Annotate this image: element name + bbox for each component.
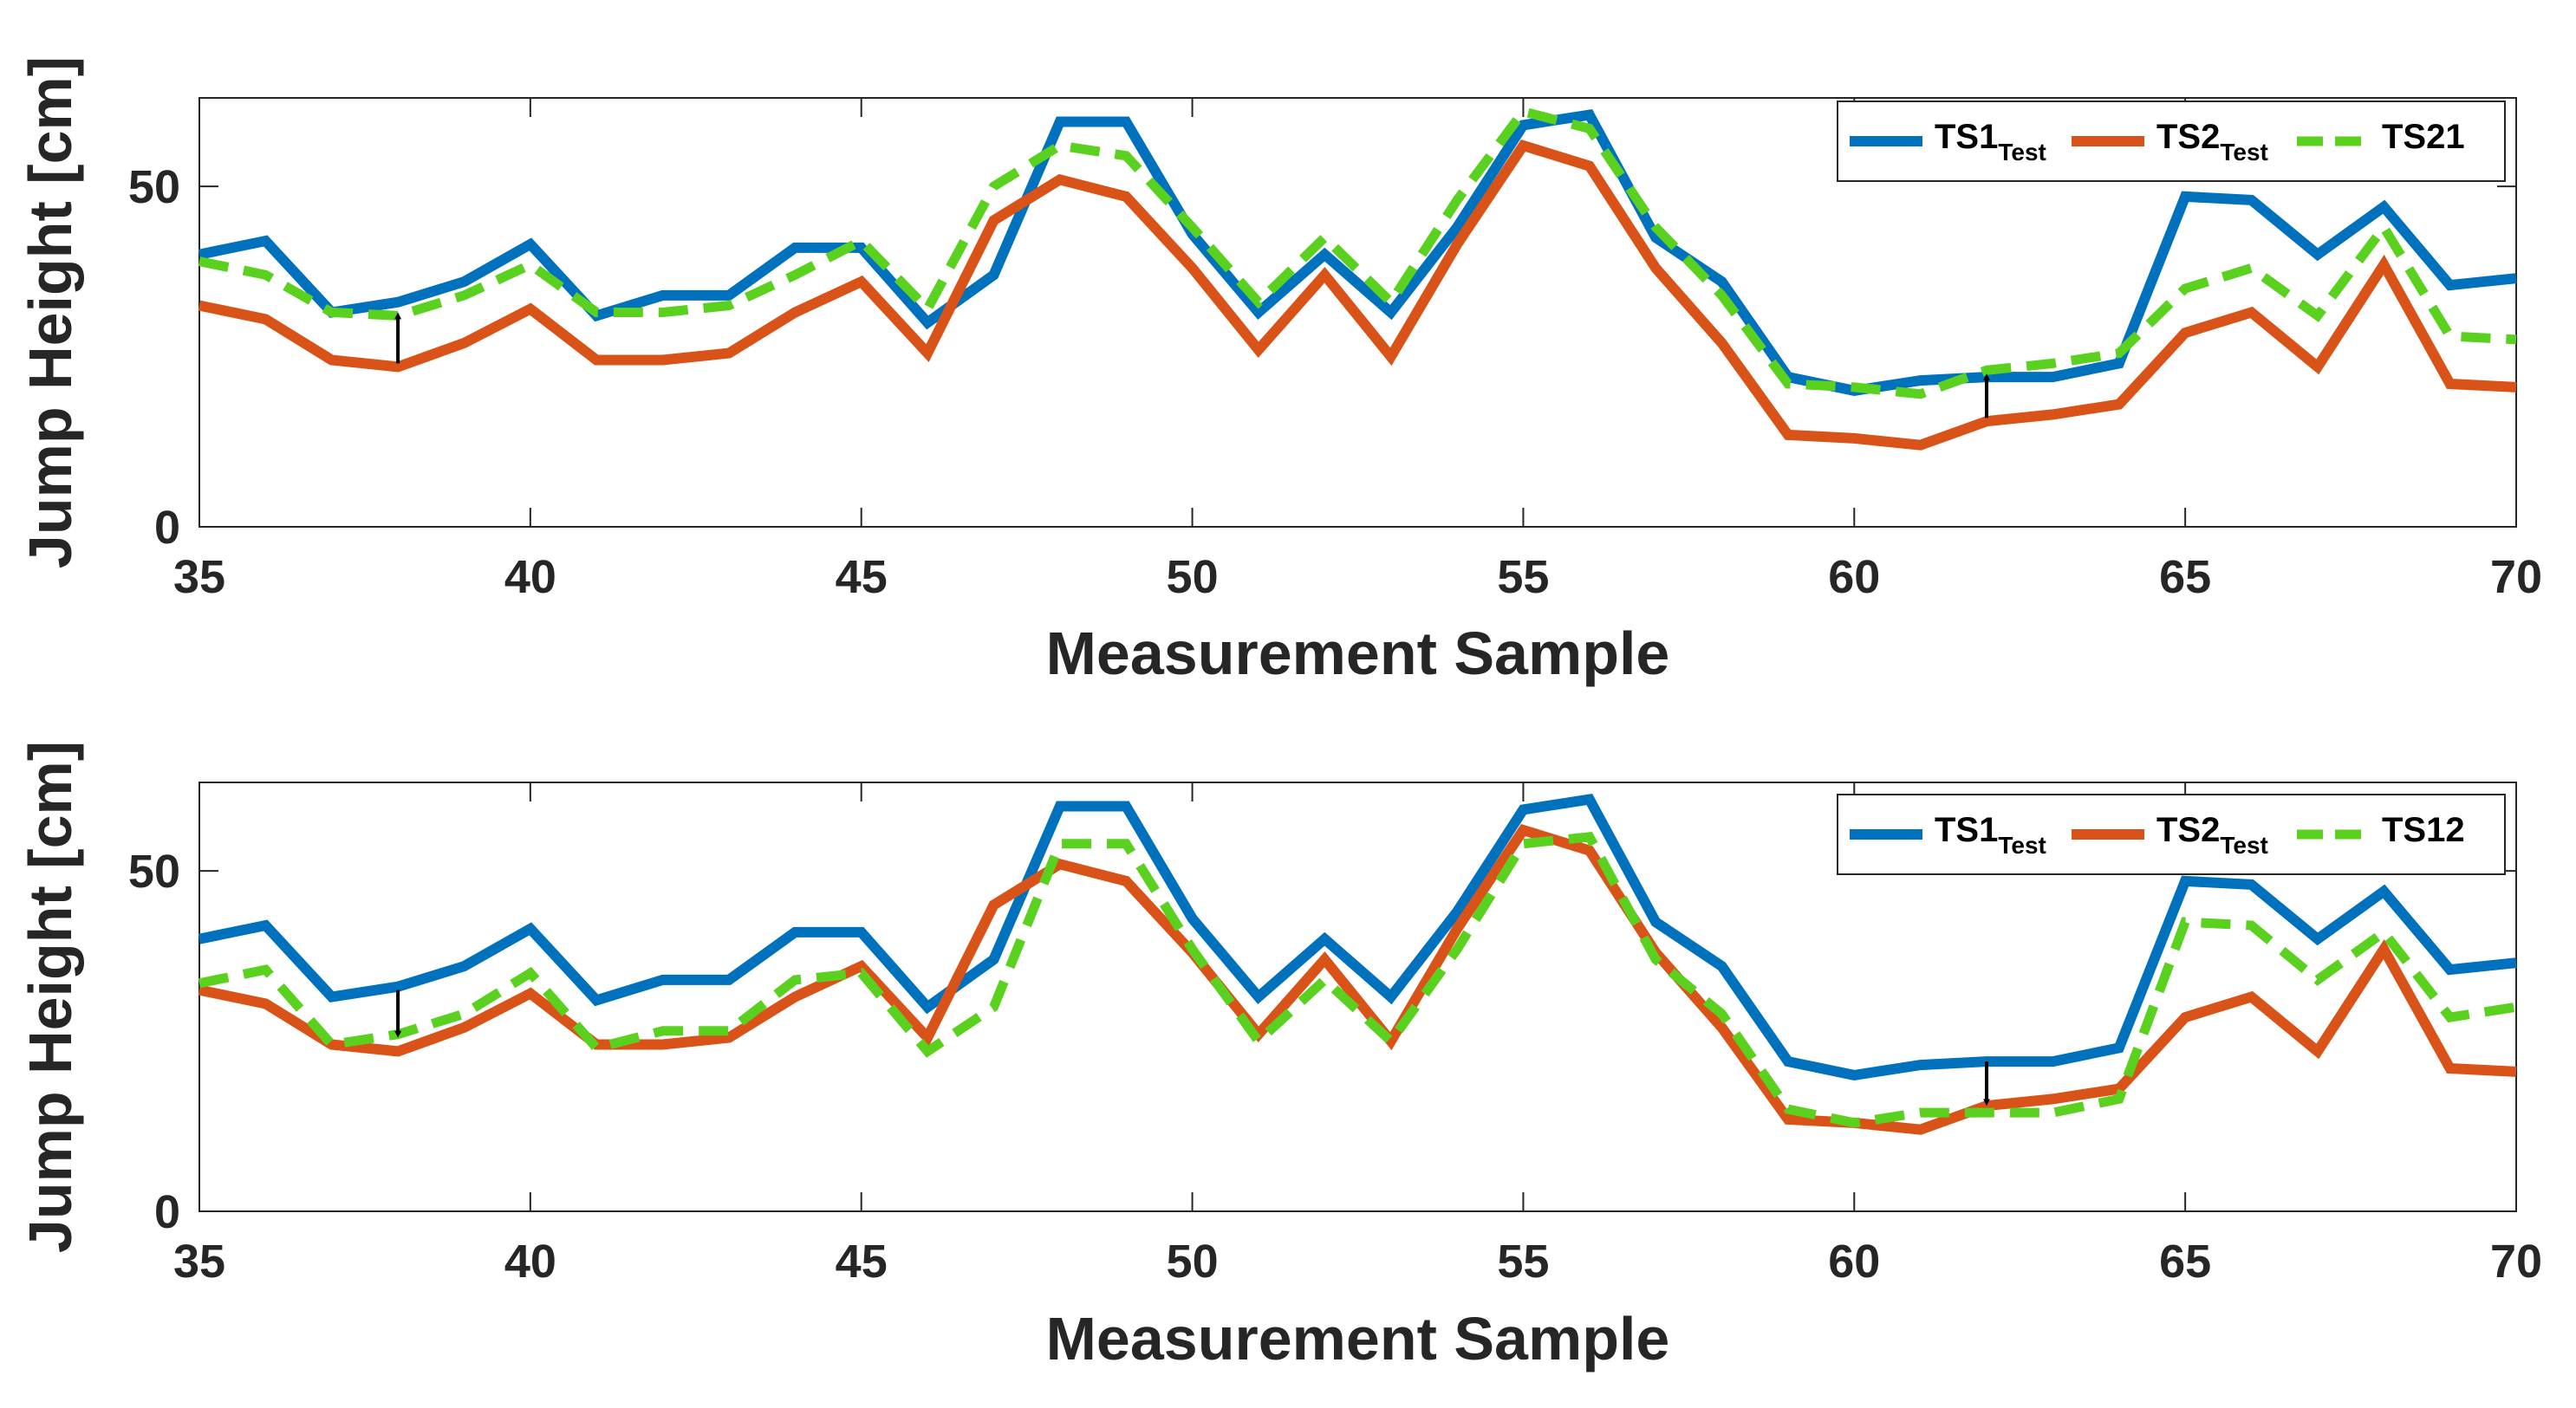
x-tick-label: 60 xyxy=(1828,1236,1880,1288)
y-tick-label: 0 xyxy=(154,502,180,554)
legend-label-ts2: TS2Test xyxy=(2156,118,2268,165)
legend-label-ts12: TS12 xyxy=(2382,811,2465,849)
series-line-ts12 xyxy=(198,832,2517,1128)
series-line-ts2 xyxy=(198,139,2517,451)
y-tick-label: 50 xyxy=(128,846,180,898)
x-tick-label: 55 xyxy=(1497,1236,1549,1288)
series-line-ts21 xyxy=(198,106,2517,399)
legend-label-ts1: TS1Test xyxy=(1935,118,2046,165)
x-axis-label: Measurement Sample xyxy=(1046,620,1670,687)
x-tick-label: 65 xyxy=(2159,551,2211,603)
chart-panel-bottom: 35 40 45 50 55 60 65 70 0 50 Measurement Sample Jum… xyxy=(16,741,2542,1372)
y-tick-label: 0 xyxy=(154,1186,180,1238)
legend-label-ts21: TS21 xyxy=(2382,118,2465,156)
chart-panel-top: 35 40 45 50 55 60 65 70 0 50 Measurement Sample Jum… xyxy=(16,56,2542,687)
x-axis-label: Measurement Sample xyxy=(1046,1305,1670,1372)
y-axis-label: Jump Height [cm] xyxy=(16,56,84,568)
x-tick-label: 70 xyxy=(2490,1236,2542,1288)
x-tick-label: 35 xyxy=(173,1236,225,1288)
x-tick-label: 40 xyxy=(504,551,556,603)
x-tick-label: 40 xyxy=(504,1236,556,1288)
x-tick-label: 50 xyxy=(1167,551,1219,603)
legend-box xyxy=(1837,101,2506,182)
x-tick-label: 70 xyxy=(2490,551,2542,603)
x-tick-label: 60 xyxy=(1828,551,1880,603)
x-tick-label: 45 xyxy=(836,551,888,603)
x-tick-label: 45 xyxy=(836,1236,888,1288)
legend-label-ts1: TS1Test xyxy=(1935,811,2046,859)
legend-label-ts2: TS2Test xyxy=(2156,811,2268,859)
y-axis-label: Jump Height [cm] xyxy=(16,741,84,1253)
x-tick-label: 50 xyxy=(1167,1236,1219,1288)
x-tick-label: 65 xyxy=(2159,1236,2211,1288)
legend-box xyxy=(1837,794,2506,875)
series-line-ts1 xyxy=(198,794,2517,1080)
x-tick-label: 55 xyxy=(1497,551,1549,603)
x-tick-label: 35 xyxy=(173,551,225,603)
y-tick-label: 50 xyxy=(128,161,180,213)
